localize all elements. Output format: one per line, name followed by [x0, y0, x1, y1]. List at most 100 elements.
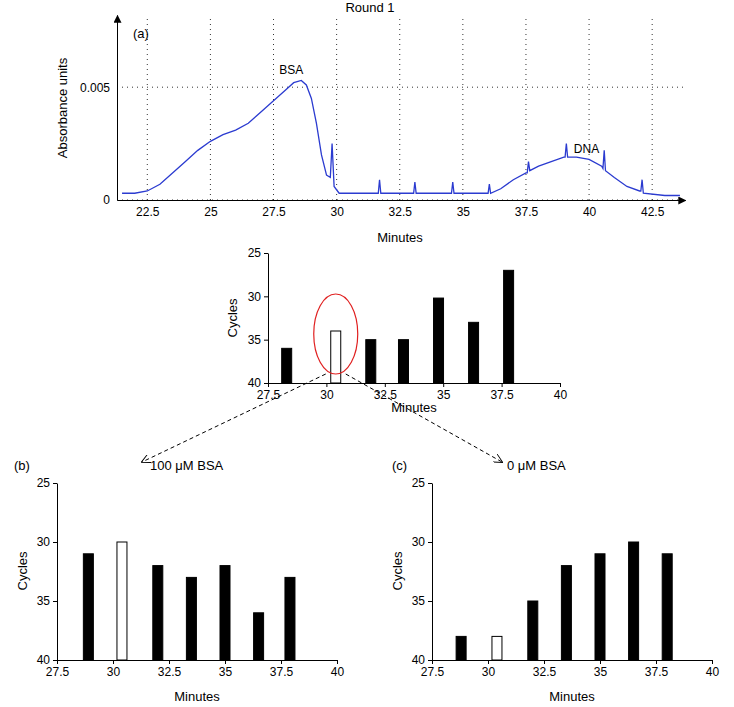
- x-tick: 40: [331, 660, 345, 679]
- x-tick: 22.5: [136, 200, 160, 219]
- x-tick-label: 30: [320, 388, 334, 402]
- y-axis-line: [432, 484, 433, 661]
- x-tick: 42.5: [641, 200, 665, 219]
- plot-area: [83, 542, 295, 660]
- x-tick: 32.5: [389, 200, 413, 219]
- y-tick: 35: [412, 594, 432, 608]
- highlight-ellipse: [314, 294, 358, 374]
- x-tick-mark: [268, 383, 269, 387]
- arrow-to-b: [142, 374, 326, 462]
- x-axis-line: [269, 383, 561, 384]
- y-tick-mark: [264, 383, 268, 384]
- x-tick: 35: [594, 660, 608, 679]
- x-tick-mark: [432, 660, 433, 664]
- x-tick-mark: [281, 660, 282, 664]
- bar: [220, 566, 230, 660]
- y-tick: 30: [248, 290, 268, 304]
- y-tick-label: 35: [37, 594, 51, 608]
- chart-title: 0 μM BSA: [507, 458, 566, 473]
- grid-line-x: [399, 15, 400, 200]
- y-axis-title: Cycles: [15, 551, 30, 591]
- x-tick: 32.5: [533, 660, 557, 679]
- chart-panel: 27.53032.53537.540253035400 μM BSA(c)Min…: [390, 458, 720, 704]
- x-tick-label: 35: [594, 665, 608, 679]
- y-tick-label: 35: [248, 333, 262, 347]
- y-tick-label: 30: [412, 535, 426, 549]
- y-tick-label: 30: [37, 535, 51, 549]
- grid-line-x: [525, 15, 526, 200]
- bar: [434, 298, 444, 383]
- x-axis: 27.53032.53537.540: [421, 660, 720, 679]
- annotation: BSA: [279, 63, 303, 77]
- y-tick-mark: [428, 601, 432, 602]
- x-tick-label: 25: [204, 205, 218, 219]
- x-tick-mark: [326, 383, 327, 387]
- x-axis: 22.5 25 27.5 30 32.5 35 37.5 40 42.5: [118, 200, 686, 219]
- x-tick-label: 30: [107, 665, 121, 679]
- x-axis-title: Minutes: [549, 689, 595, 704]
- x-axis-title: Minutes: [377, 230, 423, 245]
- x-axis-line: [118, 200, 686, 201]
- bar: [398, 340, 408, 383]
- y-axis-line: [57, 484, 58, 661]
- x-tick-label: 37.5: [490, 388, 514, 402]
- y-tick: 25: [248, 246, 268, 260]
- y-tick-mark: [428, 483, 432, 484]
- y-axis-title: Absorbance units: [55, 57, 70, 158]
- x-tick: 32.5: [158, 660, 182, 679]
- y-tick-mark: [53, 660, 57, 661]
- x-tick-label: 35: [219, 665, 233, 679]
- y-axis-title: Cycles: [390, 551, 405, 591]
- x-tick-mark: [385, 383, 386, 387]
- bar: [254, 613, 264, 660]
- x-tick: 37.5: [645, 660, 669, 679]
- x-tick-label: 35: [437, 388, 451, 402]
- x-tick-label: 40: [554, 388, 568, 402]
- x-tick-label: 37.5: [645, 665, 669, 679]
- bar: [595, 554, 605, 660]
- y-tick: 35: [37, 594, 57, 608]
- y-tick-label: 40: [248, 376, 262, 390]
- y-axis: 00.005: [80, 16, 118, 208]
- x-tick-label: 40: [706, 665, 720, 679]
- y-tick-label: 40: [412, 653, 426, 667]
- bar: [629, 542, 639, 660]
- x-tick-mark: [600, 660, 601, 664]
- y-tick-label: 25: [248, 246, 262, 260]
- x-tick: 40: [554, 383, 568, 402]
- bar: [366, 340, 376, 383]
- y-tick-label: 25: [37, 476, 51, 490]
- chart-svg: 22.52527.53032.53537.54042.500.005Round …: [0, 0, 734, 707]
- x-axis: 27.53032.53537.540: [46, 660, 345, 679]
- bar: [504, 270, 514, 383]
- panel-label: (a): [133, 26, 149, 41]
- y-axis-line: [117, 16, 118, 201]
- x-tick-mark: [488, 660, 489, 664]
- y-tick: 25: [412, 476, 432, 490]
- grid-line-x: [336, 15, 337, 200]
- y-tick-label: 0.005: [80, 81, 110, 95]
- x-tick-label: 42.5: [641, 205, 665, 219]
- y-tick-mark: [53, 483, 57, 484]
- x-tick: 30: [107, 660, 121, 679]
- x-tick: 40: [583, 200, 597, 219]
- grid-line-x: [210, 15, 211, 200]
- x-tick-label: 37.5: [515, 205, 539, 219]
- y-axis-line: [268, 254, 269, 384]
- y-tick-mark: [428, 660, 432, 661]
- x-tick-label: 27.5: [262, 205, 286, 219]
- bar: [528, 601, 538, 660]
- y-tick-label: 35: [412, 594, 426, 608]
- panel-label: (b): [14, 458, 30, 473]
- grid-line-y: [117, 87, 685, 88]
- bar: [153, 566, 163, 660]
- x-tick: 30: [330, 200, 344, 219]
- trace-line: [122, 80, 680, 195]
- x-tick-label: 35: [457, 205, 471, 219]
- x-tick-mark: [656, 660, 657, 664]
- plot-area: [282, 270, 514, 383]
- y-tick: 30: [37, 535, 57, 549]
- y-tick-label: 40: [37, 653, 51, 667]
- y-tick: 40: [412, 653, 432, 667]
- grid-line-x: [273, 15, 274, 200]
